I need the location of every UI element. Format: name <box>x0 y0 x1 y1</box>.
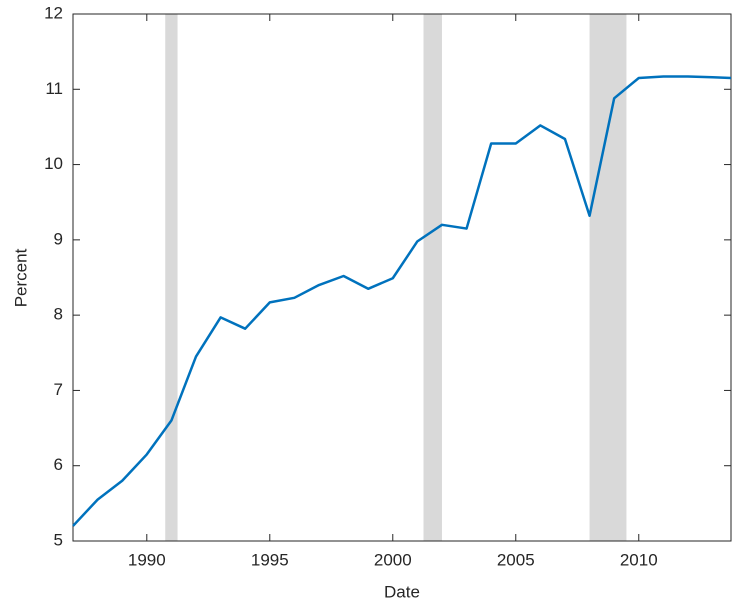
data-line <box>72 75 732 527</box>
plot-frame <box>72 13 732 542</box>
x-tick-label: 2005 <box>497 550 535 569</box>
y-tick-label: 7 <box>54 380 63 399</box>
y-tick-label: 6 <box>54 455 63 474</box>
recession-band <box>165 14 178 541</box>
x-tick-label: 2010 <box>620 550 658 569</box>
recession-band <box>589 14 627 541</box>
y-axis-label: Percent <box>11 248 30 307</box>
y-tick-label: 5 <box>54 530 63 549</box>
x-tick-label: 1990 <box>128 550 166 569</box>
x-tick-label: 1995 <box>251 550 289 569</box>
y-tick-label: 8 <box>54 305 63 324</box>
y-tick-label: 9 <box>54 229 63 248</box>
x-axis-label: Date <box>384 582 420 601</box>
x-tick-label: 2000 <box>374 550 412 569</box>
recession-band <box>423 14 442 541</box>
y-tick-label: 10 <box>44 154 63 173</box>
y-tick-label: 11 <box>45 79 63 98</box>
y-tick-label: 12 <box>44 3 63 22</box>
